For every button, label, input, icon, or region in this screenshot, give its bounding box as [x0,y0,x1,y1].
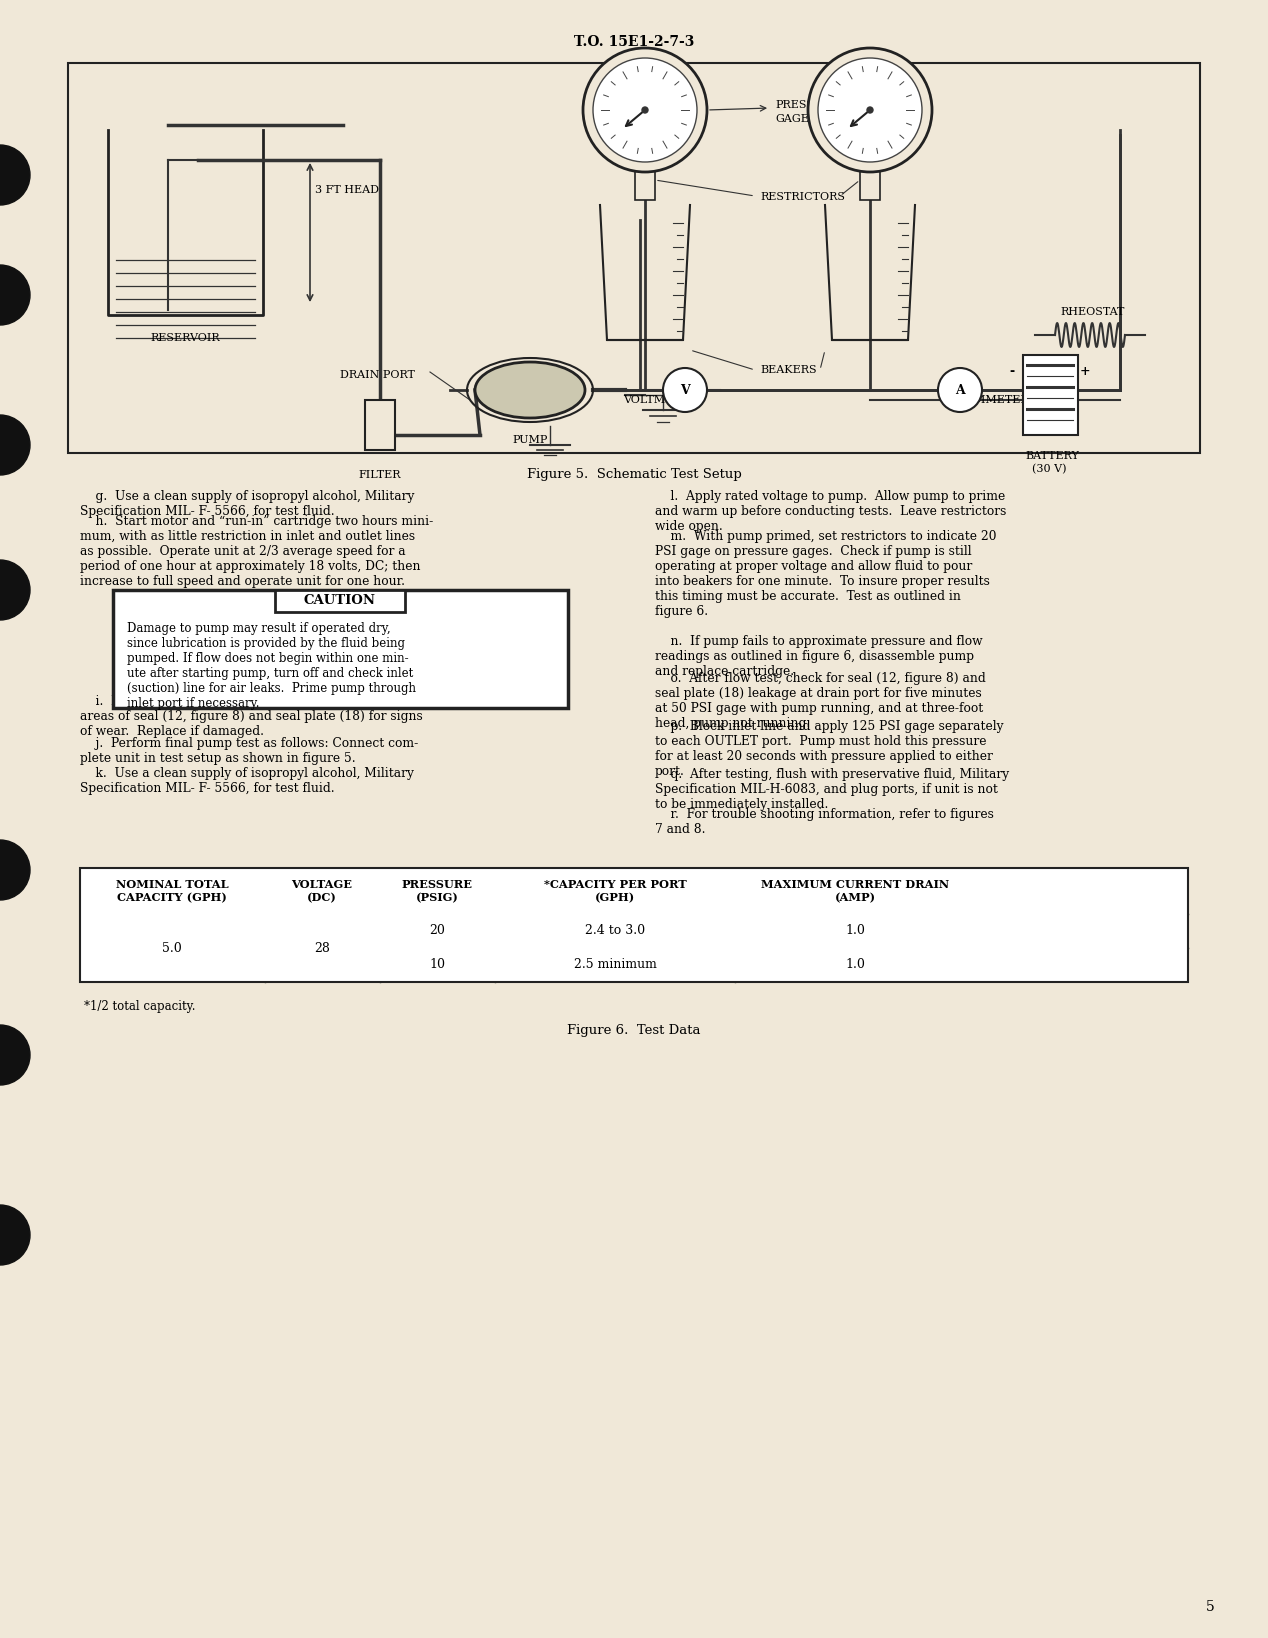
Bar [80,868,1188,983]
Text: i.  Remove cartridge, drain off fluid, and inspect contact
areas of seal (12, fi: i. Remove cartridge, drain off fluid, an… [80,695,446,739]
Text: BEAKERS: BEAKERS [760,365,817,375]
Circle shape [867,106,872,113]
Text: BATTERY: BATTERY [1025,450,1079,460]
Text: h.  Start motor and “run-in” cartridge two hours mini-
mum, with as little restr: h. Start motor and “run-in” cartridge tw… [80,514,434,588]
Bar [860,170,880,200]
Text: VOLTAGE
(DC): VOLTAGE (DC) [292,880,353,903]
Text: g.  Use a clean supply of isopropyl alcohol, Military
Specification MIL- F- 5566: g. Use a clean supply of isopropyl alcoh… [80,490,415,518]
Text: *CAPACITY PER PORT
(GPH): *CAPACITY PER PORT (GPH) [544,880,686,903]
Text: (30 V): (30 V) [1032,464,1066,475]
Text: PRESSURE: PRESSURE [775,100,839,110]
Text: 20: 20 [429,924,445,937]
Bar [113,590,568,708]
Circle shape [938,369,981,413]
Text: 28: 28 [314,942,330,955]
Text: PRESSURE
(PSIG): PRESSURE (PSIG) [402,880,473,903]
Text: j.  Perform final pump test as follows: Connect com-
plete unit in test setup as: j. Perform final pump test as follows: C… [80,737,418,765]
Text: T.O. 15E1-2-7-3: T.O. 15E1-2-7-3 [574,34,694,49]
Circle shape [808,48,932,172]
Text: Damage to pump may result if operated dry,
since lubrication is provided by the : Damage to pump may result if operated dr… [127,622,416,709]
Ellipse shape [476,362,585,418]
Text: A: A [955,383,965,396]
Text: DRAIN PORT: DRAIN PORT [340,370,415,380]
Text: n.  If pump fails to approximate pressure and flow
readings as outlined in figur: n. If pump fails to approximate pressure… [656,636,983,678]
Text: 1.0: 1.0 [844,958,865,971]
Text: q.  After testing, flush with preservative fluid, Military
Specification MIL-H-6: q. After testing, flush with preservativ… [656,768,1009,811]
Circle shape [0,1025,30,1084]
Text: Figure 6.  Test Data: Figure 6. Test Data [567,1024,701,1037]
Text: -: - [1009,365,1014,378]
Text: VOLTMETER: VOLTMETER [623,395,697,405]
Text: NOMINAL TOTAL
CAPACITY (GPH): NOMINAL TOTAL CAPACITY (GPH) [115,880,228,903]
Text: l.  Apply rated voltage to pump.  Allow pump to prime
and warm up before conduct: l. Apply rated voltage to pump. Allow pu… [656,490,1007,532]
Text: k.  Use a clean supply of isopropyl alcohol, Military
Specification MIL- F- 5566: k. Use a clean supply of isopropyl alcoh… [80,767,413,794]
Bar [637,146,653,157]
Circle shape [818,57,922,162]
Text: FILTER: FILTER [358,470,401,480]
Text: m.  With pump primed, set restrictors to indicate 20
PSI gage on pressure gages.: m. With pump primed, set restrictors to … [656,531,997,618]
Text: RHEOSTAT: RHEOSTAT [1060,306,1125,318]
Bar [635,170,656,200]
Bar [1023,355,1078,436]
Text: 5: 5 [1206,1600,1215,1613]
Text: 5.0: 5.0 [162,942,181,955]
Bar [275,590,404,613]
Circle shape [0,560,30,621]
Bar [365,400,396,450]
Circle shape [642,106,648,113]
Circle shape [0,265,30,324]
Circle shape [663,369,708,413]
Circle shape [593,57,697,162]
Text: r.  For trouble shooting information, refer to figures
7 and 8.: r. For trouble shooting information, ref… [656,808,994,835]
Text: 1.0: 1.0 [844,924,865,937]
Text: Figure 5.  Schematic Test Setup: Figure 5. Schematic Test Setup [526,468,742,482]
Text: GAGES: GAGES [775,115,817,124]
Circle shape [0,1206,30,1265]
Text: RESTRICTORS: RESTRICTORS [760,192,844,201]
Text: 3 FT HEAD: 3 FT HEAD [314,185,379,195]
Bar [68,62,1200,454]
Text: +: + [1080,365,1090,378]
Circle shape [0,840,30,899]
Circle shape [0,146,30,205]
Text: 10: 10 [429,958,445,971]
Text: RESERVOIR: RESERVOIR [150,333,219,342]
Circle shape [0,414,30,475]
Text: *1/2 total capacity.: *1/2 total capacity. [84,1001,195,1012]
Text: V: V [680,383,690,396]
Text: 2.5 minimum: 2.5 minimum [573,958,657,971]
Text: AMMETER: AMMETER [966,395,1028,405]
Text: o.  After flow test, check for seal (12, figure 8) and
seal plate (18) leakage a: o. After flow test, check for seal (12, … [656,672,985,731]
Circle shape [583,48,708,172]
Text: p.  Block inlet line and apply 125 PSI gage separately
to each OUTLET port.  Pum: p. Block inlet line and apply 125 PSI ga… [656,721,1003,778]
Text: PUMP: PUMP [512,436,548,446]
Text: MAXIMUM CURRENT DRAIN
(AMP): MAXIMUM CURRENT DRAIN (AMP) [761,880,948,903]
Text: CAUTION: CAUTION [304,595,377,608]
Text: 2.4 to 3.0: 2.4 to 3.0 [585,924,645,937]
Bar [862,146,877,157]
